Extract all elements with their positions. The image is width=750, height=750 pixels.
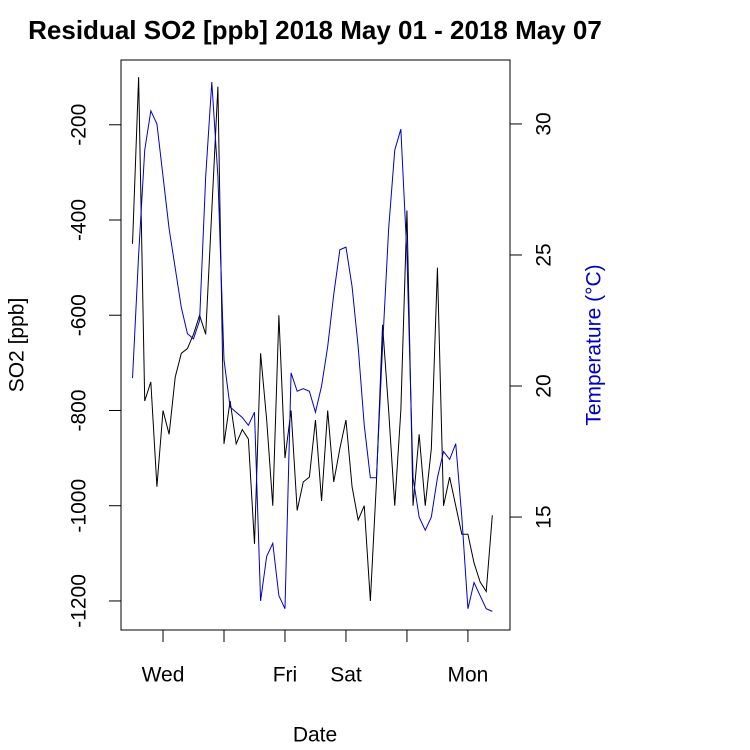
- x-tick-label: Mon: [447, 664, 488, 687]
- x-axis-label: Date: [293, 724, 337, 747]
- x-tick-label: Sat: [330, 664, 362, 687]
- y-tick-label: -1000: [68, 479, 91, 533]
- x-tick-label: Fri: [273, 664, 298, 687]
- y2-tick-label: 30: [533, 112, 556, 135]
- y-tick-label: -600: [68, 294, 91, 336]
- y-tick-label: -200: [68, 104, 91, 146]
- y2-axis-label: Temperature (°C): [583, 264, 606, 425]
- y-axis-label: SO2 [ppb]: [6, 298, 29, 393]
- y-tick-label: -1200: [68, 574, 91, 628]
- x-tick-label: Wed: [142, 664, 185, 687]
- y2-tick-label: 15: [533, 505, 556, 528]
- series-line: [132, 77, 493, 601]
- y-tick-label: -400: [68, 199, 91, 241]
- plot-box: [120, 59, 511, 631]
- series-line: [132, 81, 493, 612]
- y2-tick-label: 25: [533, 243, 556, 266]
- chart-title: Residual SO2 [ppb] 2018 May 01 - 2018 Ma…: [28, 15, 602, 45]
- y2-tick-label: 20: [533, 374, 556, 397]
- y-tick-label: -800: [68, 389, 91, 431]
